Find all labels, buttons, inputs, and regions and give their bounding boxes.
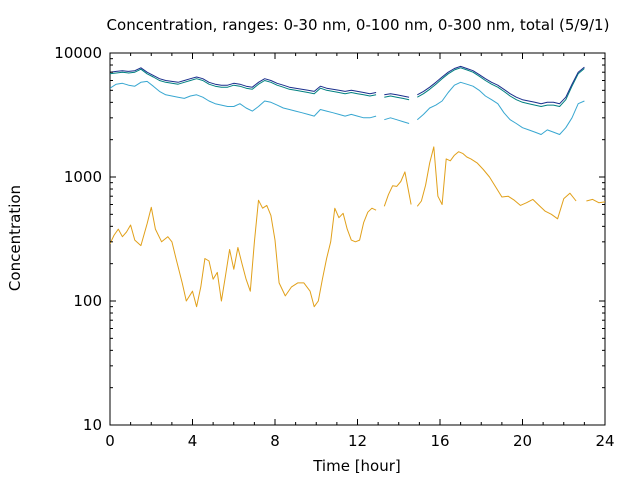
x-tick-label: 24 (595, 432, 614, 450)
series-2-line (110, 80, 377, 119)
series-4-line (384, 93, 410, 98)
series-4-line (417, 65, 585, 105)
series-1-line (110, 199, 377, 308)
series-3-line (417, 67, 585, 107)
y-tick-label: 1000 (64, 168, 102, 186)
y-tick-label: 100 (73, 292, 102, 310)
series-layer (110, 65, 605, 308)
x-tick-label: 4 (188, 432, 198, 450)
series-1-line (416, 146, 577, 220)
x-tick-label: 8 (270, 432, 280, 450)
series-2-line (384, 117, 410, 124)
series-3-line (384, 95, 410, 101)
x-tick-label: 12 (348, 432, 367, 450)
series-1-line (586, 198, 605, 204)
series-4-line (110, 67, 377, 95)
x-axis-label: Time [hour] (312, 457, 401, 475)
axis-ticks: 0 4 8 12 16 20 24 10 100 1000 10000 (54, 44, 614, 450)
y-tick-label: 10000 (54, 44, 102, 62)
y-tick-label: 10 (83, 416, 102, 434)
series-1-line (383, 171, 412, 207)
chart-title: Concentration, ranges: 0-30 nm, 0-100 nm… (107, 16, 610, 34)
series-2-line (416, 81, 585, 135)
series-3-line (110, 68, 377, 97)
plot-area-frame (109, 52, 606, 426)
x-tick-label: 0 (105, 432, 115, 450)
x-tick-label: 16 (430, 432, 449, 450)
y-axis-label: Concentration (6, 185, 24, 291)
x-tick-label: 20 (513, 432, 532, 450)
